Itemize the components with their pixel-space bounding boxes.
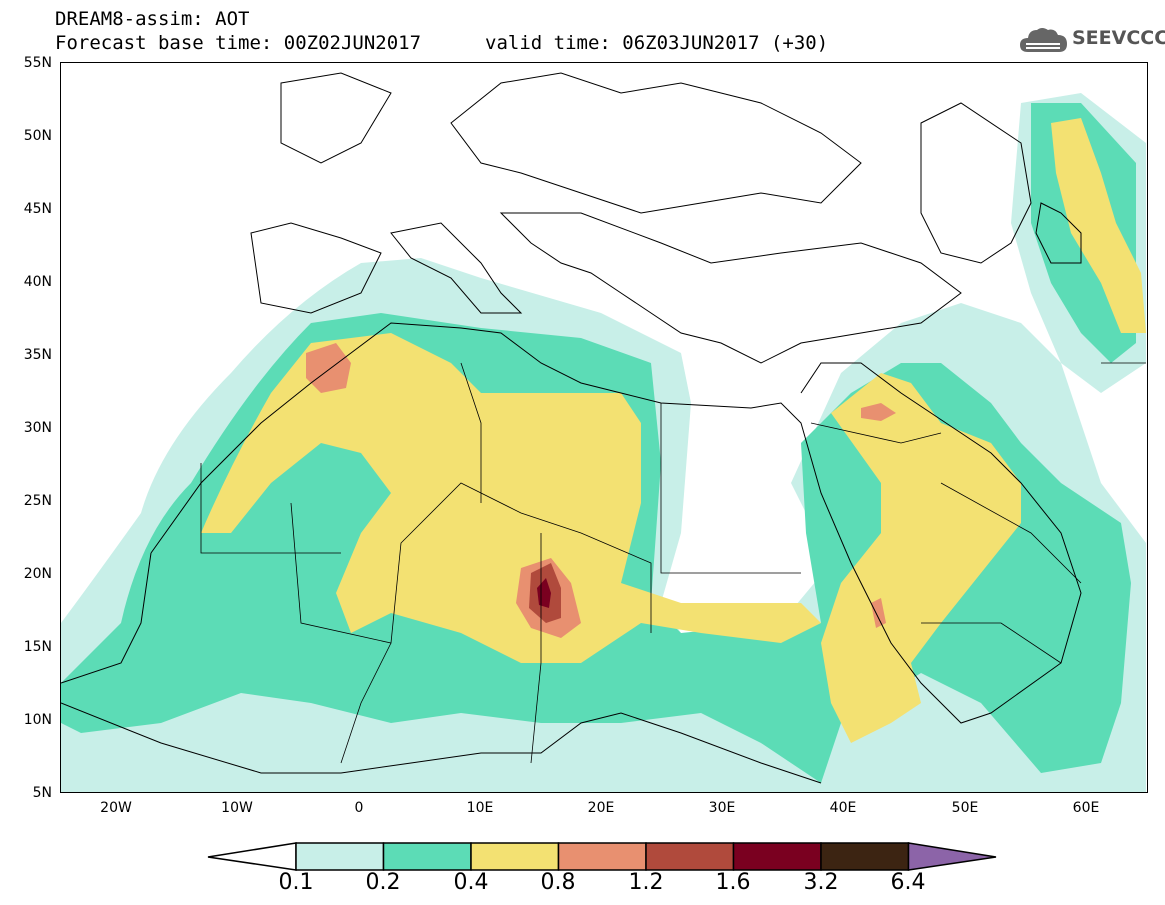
lon-label-0: 0 (354, 800, 364, 816)
aot-band-0-4 (201, 118, 1146, 743)
lon-label-60e: 60E (1072, 800, 1100, 816)
valid-time: valid time: 06Z03JUN2017 (+30) (485, 32, 829, 54)
colorbar-label-8: 6.4 (890, 870, 926, 895)
coastlines (61, 72, 1082, 784)
lon-label-10w: 10W (221, 800, 253, 816)
lat-label-20n: 20N (23, 566, 52, 582)
colorbar-swatch-4 (557, 842, 647, 871)
lon-label-50e: 50E (951, 800, 979, 816)
aot-map (60, 62, 1148, 793)
lat-label-5n: 5N (32, 785, 52, 801)
lat-label-55n: 55N (23, 55, 52, 71)
lon-label-40e: 40E (829, 800, 857, 816)
colorbar-lower-arrow (207, 842, 297, 871)
colorbar-swatch-5 (645, 842, 735, 871)
aot-field (61, 72, 1146, 792)
colorbar-swatch-1 (295, 842, 385, 871)
colorbar-swatch-3 (470, 842, 560, 871)
colorbar-label-6: 1.6 (715, 870, 751, 895)
logo-text: SEEVCCC (1072, 27, 1165, 49)
colorbar-label-3: 0.4 (453, 870, 489, 895)
lat-label-35n: 35N (23, 347, 52, 363)
lat-label-50n: 50N (23, 128, 52, 144)
colorbar-label-7: 3.2 (803, 870, 839, 895)
colorbar-label-2: 0.2 (365, 870, 401, 895)
lon-label-10e: 10E (466, 800, 494, 816)
lat-label-45n: 45N (23, 201, 52, 217)
title-line-1: DREAM8-assim: AOT (55, 8, 250, 30)
lon-label-20w: 20W (100, 800, 132, 816)
colorbar-swatch-7 (820, 842, 910, 871)
lon-label-20e: 20E (587, 800, 615, 816)
colorbar-label-5: 1.2 (628, 870, 664, 895)
cloud-icon (1020, 28, 1067, 52)
lat-label-10n: 10N (23, 712, 52, 728)
lat-label-15n: 15N (23, 639, 52, 655)
lat-label-30n: 30N (23, 420, 52, 436)
seevccc-logo: SEEVCCC (1018, 22, 1165, 56)
aot-band-1-6 (537, 578, 551, 608)
forecast-base-time: Forecast base time: 00Z02JUN2017 (55, 32, 422, 54)
country-borders (200, 362, 1146, 764)
colorbar-upper-arrow (907, 842, 997, 871)
colorbar-label-1: 0.1 (278, 870, 314, 895)
colorbar-swatch-6 (732, 842, 822, 871)
colorbar-label-4: 0.8 (540, 870, 576, 895)
lat-label-40n: 40N (23, 274, 52, 290)
lon-label-30e: 30E (708, 800, 736, 816)
lat-label-25n: 25N (23, 493, 52, 509)
colorbar-swatch-2 (382, 842, 472, 871)
